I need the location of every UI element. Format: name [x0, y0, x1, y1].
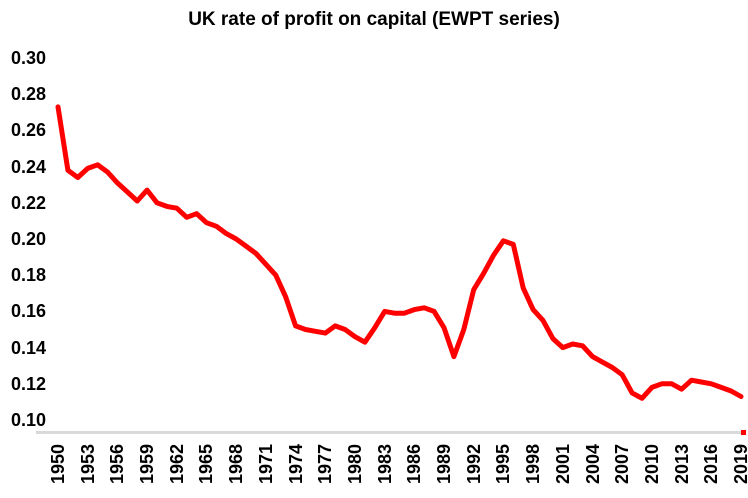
x-axis-tick-label: 2019 — [731, 444, 748, 485]
x-axis-tick-label: 1998 — [523, 444, 544, 485]
y-axis-tick-label: 0.18 — [10, 265, 46, 286]
y-axis-tick-label: 0.28 — [10, 84, 46, 105]
x-axis-tick-label: 1983 — [374, 444, 395, 485]
y-axis-tick-label: 0.30 — [10, 48, 46, 68]
y-axis-tick-label: 0.22 — [10, 192, 46, 213]
x-axis-tick-label: 2001 — [552, 444, 573, 485]
y-axis-tick-label: 0.26 — [10, 120, 46, 141]
y-axis-tick-label: 0.20 — [10, 229, 46, 249]
x-axis-line — [36, 431, 746, 434]
x-axis-tick-label: 1965 — [196, 444, 217, 485]
chart-title: UK rate of profit on capital (EWPT serie… — [188, 9, 560, 30]
x-axis-tick-label: 2010 — [641, 444, 662, 485]
x-axis-tick-label: 1953 — [77, 444, 98, 485]
x-axis-tick-label: 1995 — [493, 444, 514, 485]
y-axis-tick-label: 0.24 — [10, 156, 46, 177]
x-axis-tick-label: 2004 — [582, 444, 603, 485]
x-axis-tick-label: 1959 — [137, 444, 158, 485]
x-axis-tick-label: 1986 — [404, 444, 425, 485]
x-axis-tick-label: 1980 — [344, 444, 365, 485]
series-line — [55, 104, 744, 401]
y-axis-tick-label: 0.16 — [10, 301, 46, 322]
x-axis-tick-label: 1977 — [315, 444, 336, 485]
x-axis-tick-label: 2007 — [612, 444, 633, 485]
x-axis-tick-label: 1950 — [48, 444, 68, 485]
x-axis-tick-label: 1962 — [166, 444, 187, 485]
x-axis-tick-label: 1971 — [255, 444, 276, 485]
x-axis-tick-label: 1974 — [285, 444, 306, 485]
x-axis-tick-label: 1956 — [107, 444, 128, 485]
axis-end-mark — [741, 430, 746, 435]
y-axis-tick-label: 0.14 — [10, 337, 46, 358]
x-axis-tick-label: 2013 — [671, 444, 692, 485]
y-axis-tick-label: 0.12 — [10, 373, 46, 394]
x-axis-tick-label: 1989 — [434, 444, 455, 485]
x-axis-tick-label: 1968 — [226, 444, 247, 485]
x-axis-tick-label: 1992 — [463, 444, 484, 485]
x-axis-tick-label: 2016 — [701, 444, 722, 485]
y-axis-tick-label: 0.10 — [10, 410, 46, 430]
